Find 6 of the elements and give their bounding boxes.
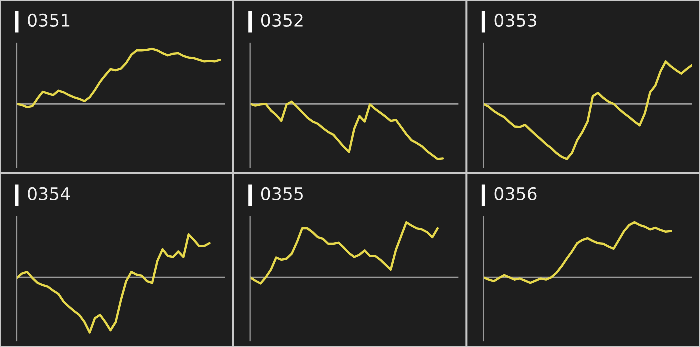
chart-title: 0351 (28, 14, 70, 28)
chart-title: 0352 (261, 14, 303, 28)
chart-title: 0353 (494, 14, 536, 28)
chart-title: 0354 (28, 187, 70, 201)
chart-title: 0356 (494, 187, 537, 201)
chart-title: 0355 (261, 187, 303, 201)
